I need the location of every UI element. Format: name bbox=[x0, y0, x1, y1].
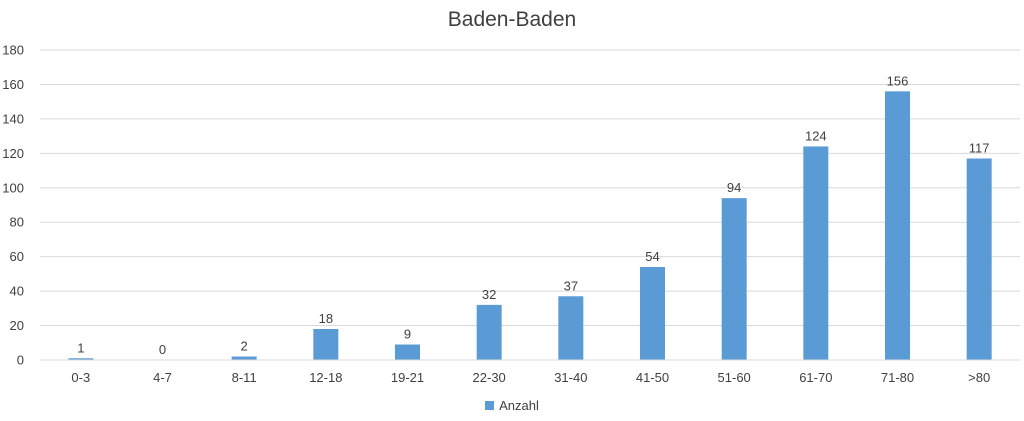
bar bbox=[476, 304, 502, 360]
x-tick-label: 41-50 bbox=[636, 370, 669, 385]
x-tick-label: 22-30 bbox=[473, 370, 506, 385]
y-tick-label: 100 bbox=[2, 180, 24, 195]
legend: Anzahl bbox=[0, 398, 1024, 413]
bar bbox=[885, 91, 910, 360]
x-tick-label: 61-70 bbox=[799, 370, 832, 385]
chart-title: Baden-Baden bbox=[447, 8, 577, 31]
x-tick-label: 8-11 bbox=[232, 370, 257, 385]
data-label: 2 bbox=[241, 339, 248, 354]
legend-label: Anzahl bbox=[499, 398, 539, 413]
y-tick-label: 120 bbox=[2, 146, 24, 161]
data-label: 124 bbox=[805, 128, 827, 143]
y-tick-label: 80 bbox=[10, 215, 24, 230]
y-tick-label: 160 bbox=[2, 77, 24, 92]
bar bbox=[395, 344, 420, 360]
bar bbox=[558, 296, 584, 360]
bar bbox=[803, 146, 829, 360]
bar bbox=[966, 158, 992, 360]
data-label: 9 bbox=[404, 327, 411, 342]
data-label: 117 bbox=[969, 141, 990, 156]
x-tick-label: 31-40 bbox=[554, 370, 587, 385]
bar bbox=[313, 329, 339, 360]
data-label: 37 bbox=[564, 278, 578, 293]
y-tick-label: 60 bbox=[10, 249, 24, 264]
bar bbox=[721, 198, 747, 360]
data-label: 0 bbox=[159, 342, 166, 357]
x-tick-label: 4-7 bbox=[153, 370, 172, 385]
data-label: 1 bbox=[77, 340, 84, 355]
data-label: 94 bbox=[727, 180, 741, 195]
bar bbox=[68, 358, 94, 360]
x-tick-label: >80 bbox=[968, 370, 990, 385]
y-tick-label: 40 bbox=[10, 284, 24, 299]
bar bbox=[231, 356, 257, 360]
x-tick-label: 51-60 bbox=[718, 370, 751, 385]
y-tick-label: 0 bbox=[17, 353, 24, 368]
data-label: 32 bbox=[482, 287, 496, 302]
bar bbox=[640, 267, 665, 360]
x-tick-label: 12-18 bbox=[309, 370, 342, 385]
x-tick-label: 19-21 bbox=[391, 370, 424, 385]
y-tick-label: 140 bbox=[2, 111, 24, 126]
y-tick-label: 180 bbox=[2, 43, 24, 58]
data-label: 18 bbox=[319, 311, 333, 326]
y-tick-label: 20 bbox=[10, 318, 24, 333]
x-tick-label: 71-80 bbox=[881, 370, 914, 385]
legend-swatch bbox=[485, 401, 495, 410]
x-tick-label: 0-3 bbox=[71, 370, 90, 385]
data-label: 156 bbox=[887, 73, 909, 88]
data-label: 54 bbox=[645, 249, 659, 264]
